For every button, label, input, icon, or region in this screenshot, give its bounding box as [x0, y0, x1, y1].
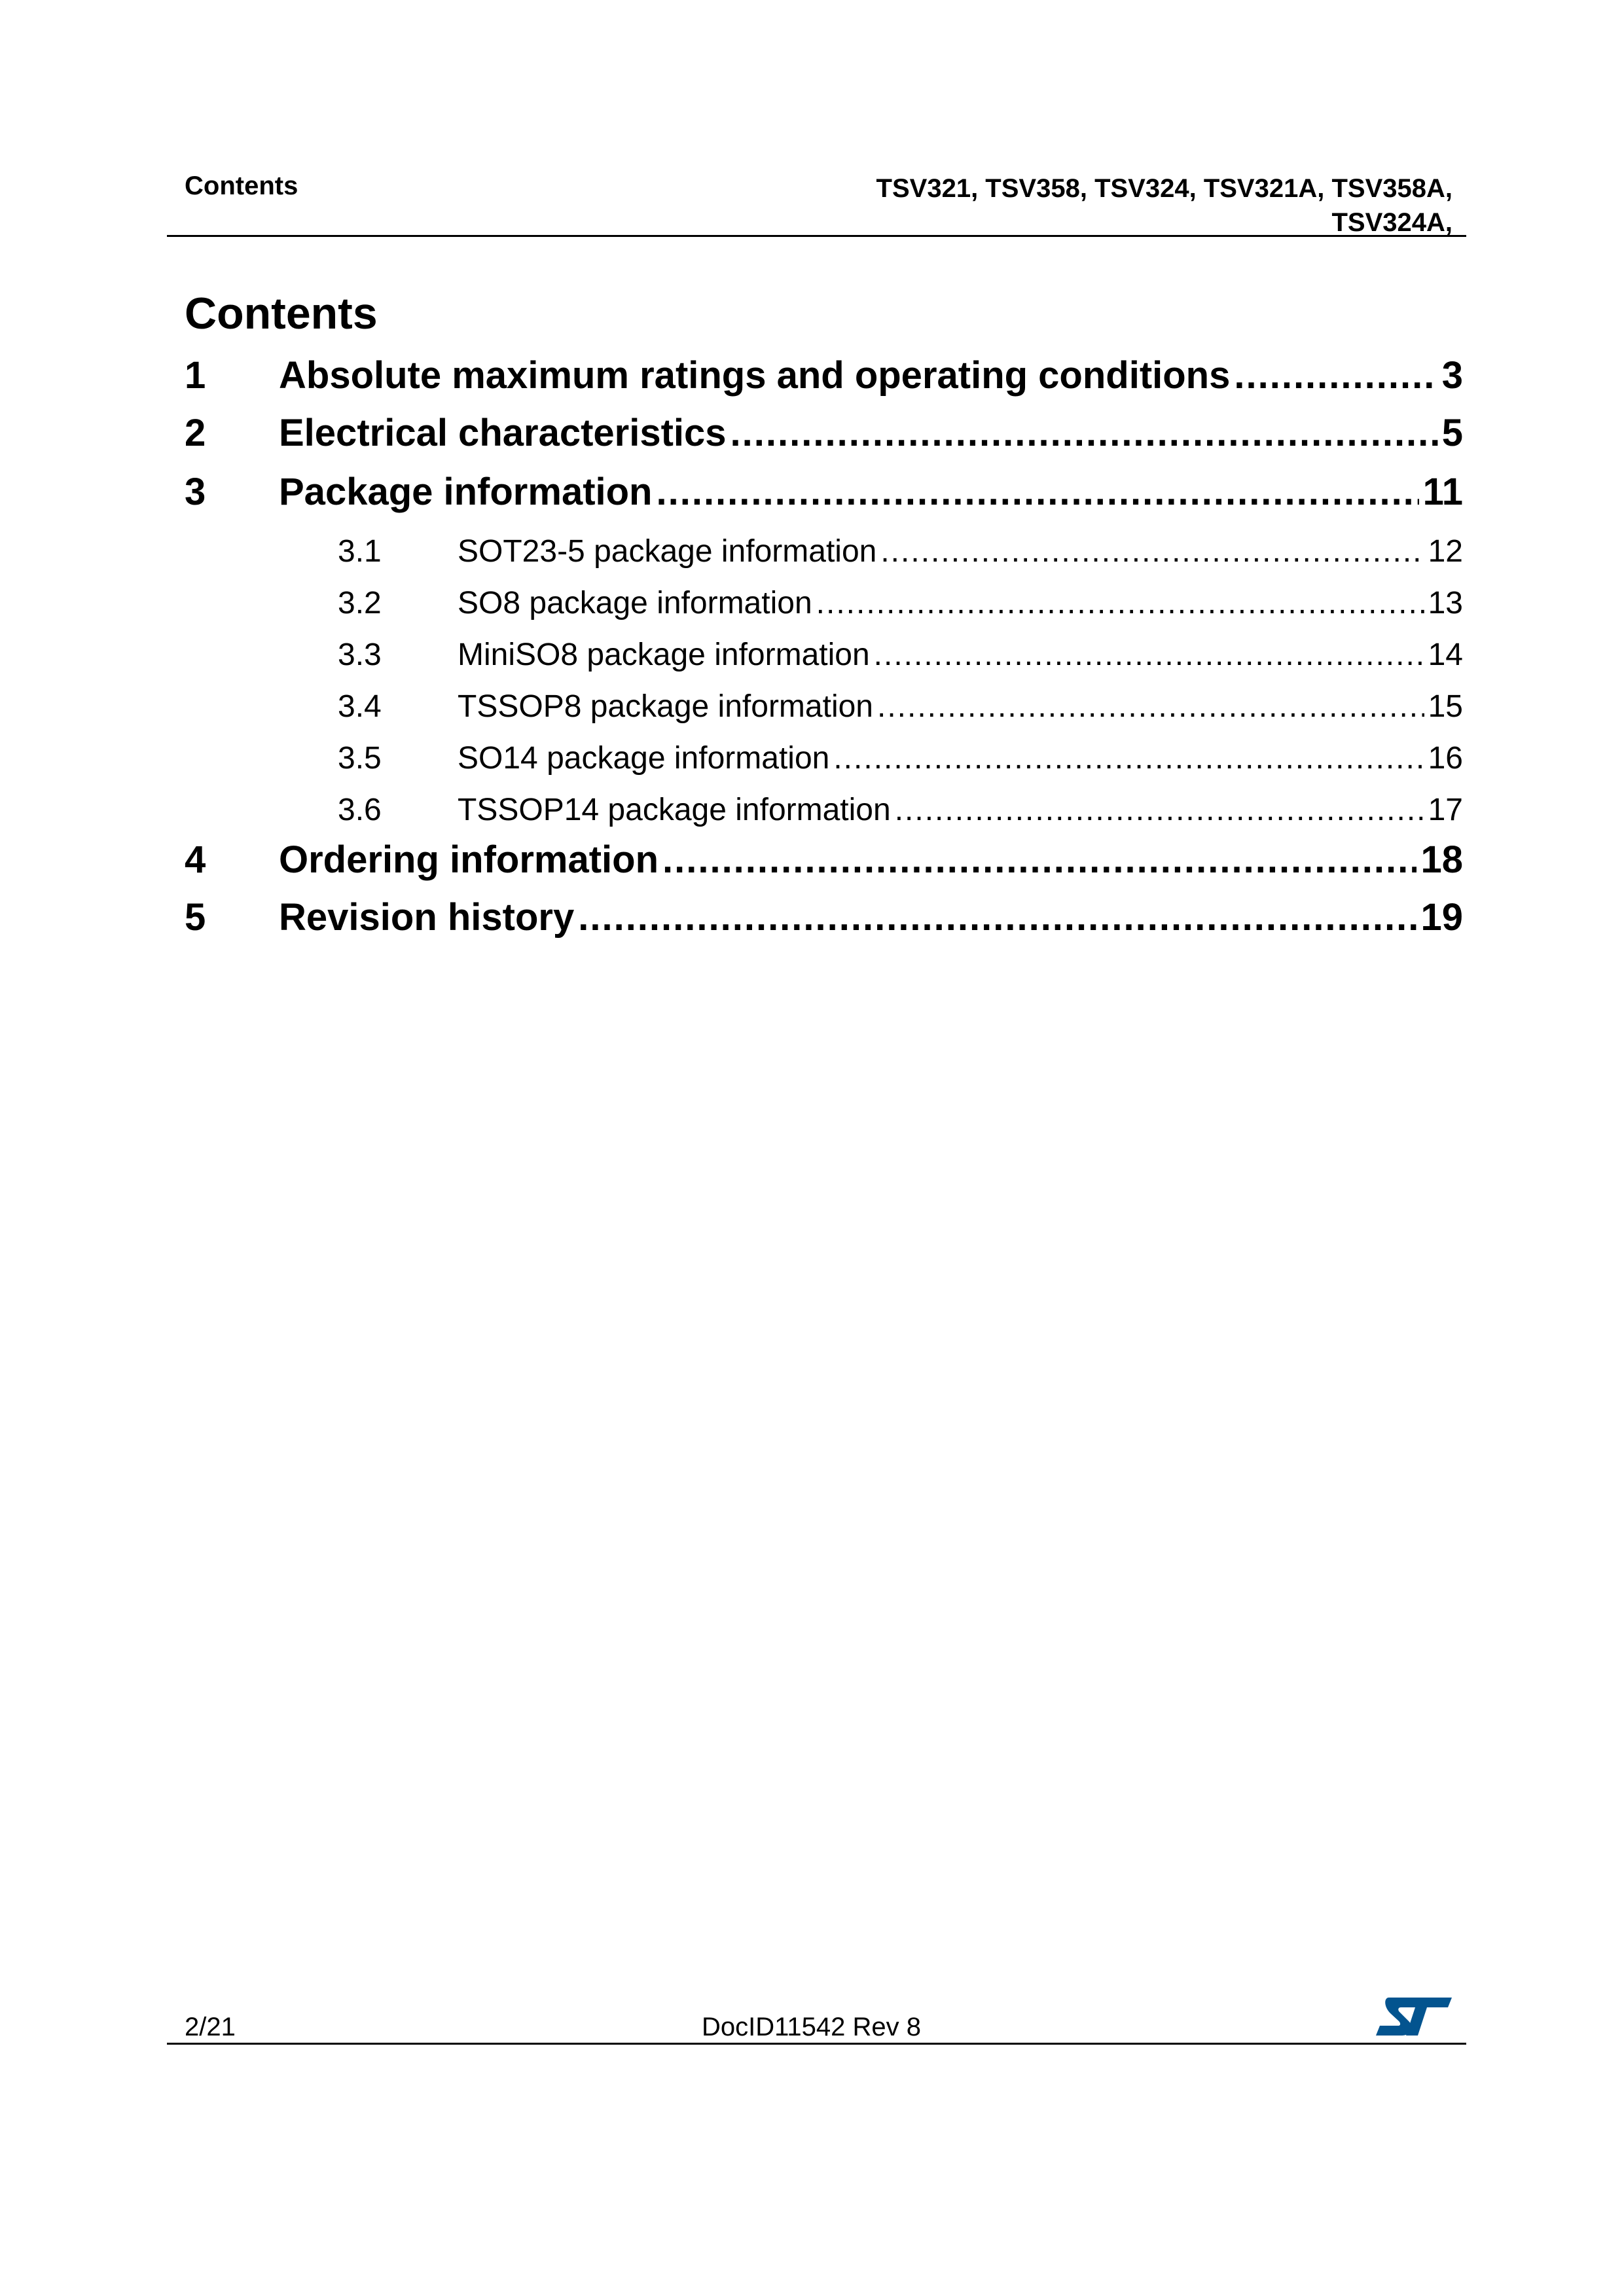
toc-leader	[1234, 353, 1437, 397]
page-title: Contents	[185, 289, 378, 338]
toc-title[interactable]: Revision history	[279, 896, 575, 939]
toc-page[interactable]: 5	[1441, 412, 1463, 454]
toc-leader	[731, 411, 1438, 455]
toc-page[interactable]: 13	[1428, 586, 1463, 620]
toc-leader	[877, 689, 1424, 725]
toc-leader	[656, 470, 1418, 514]
toc-number: 3.1	[338, 534, 382, 569]
toc-number: 3.2	[338, 586, 382, 620]
toc-page[interactable]: 18	[1420, 838, 1463, 881]
toc-entry[interactable]: 2 Electrical characteristics 5	[185, 411, 1463, 455]
toc-number: 2	[185, 412, 206, 454]
toc-page[interactable]: 14	[1428, 637, 1463, 672]
toc-subentry[interactable]: 3.2 SO8 package information 13	[185, 585, 1463, 621]
toc-leader	[833, 740, 1424, 776]
products-line-2: TSV324A,	[1331, 208, 1453, 237]
toc-leader	[895, 792, 1424, 828]
toc-number: 5	[185, 896, 206, 939]
toc-number: 3.5	[338, 741, 382, 776]
toc-title[interactable]: SOT23-5 package information	[458, 534, 877, 569]
toc-subentry[interactable]: 3.1 SOT23-5 package information 12	[185, 533, 1463, 569]
page-header-section: Contents	[185, 171, 298, 200]
toc-entry[interactable]: 5 Revision history 19	[185, 895, 1463, 939]
page-header-products: TSV321, TSV358, TSV324, TSV321A, TSV358A…	[876, 171, 1453, 240]
toc-number: 1	[185, 354, 206, 397]
toc-subentry[interactable]: 3.3 MiniSO8 package information 14	[185, 637, 1463, 673]
toc-number: 4	[185, 838, 206, 881]
toc-subentry[interactable]: 3.6 TSSOP14 package information 17	[185, 792, 1463, 828]
header-rule	[167, 235, 1466, 237]
toc-title[interactable]: SO14 package information	[458, 741, 830, 776]
toc-page[interactable]: 16	[1428, 741, 1463, 776]
toc-title[interactable]: Package information	[279, 471, 653, 513]
toc-entry[interactable]: 3 Package information 11	[185, 470, 1463, 514]
toc-title[interactable]: SO8 package information	[458, 586, 812, 620]
toc-leader	[578, 895, 1416, 939]
toc-title[interactable]: TSSOP8 package information	[458, 689, 873, 724]
toc-number: 3.3	[338, 637, 382, 672]
toc-title[interactable]: Ordering information	[279, 838, 659, 881]
toc-subentry[interactable]: 3.4 TSSOP8 package information 15	[185, 689, 1463, 725]
toc-number: 3.4	[338, 689, 382, 724]
footer-doc-id: DocID11542 Rev 8	[702, 2013, 921, 2041]
toc-leader	[816, 585, 1424, 621]
toc-page[interactable]: 11	[1422, 471, 1463, 513]
toc-leader	[874, 637, 1424, 673]
toc-page[interactable]: 15	[1428, 689, 1463, 724]
toc-subentry[interactable]: 3.5 SO14 package information 16	[185, 740, 1463, 776]
toc-title[interactable]: Electrical characteristics	[279, 412, 727, 454]
toc-entry[interactable]: 4 Ordering information 18	[185, 838, 1463, 882]
products-line-1: TSV321, TSV358, TSV324, TSV321A, TSV358A…	[876, 174, 1453, 203]
toc-page[interactable]: 3	[1441, 354, 1463, 397]
toc-page[interactable]: 17	[1428, 793, 1463, 827]
toc-title[interactable]: TSSOP14 package information	[458, 793, 891, 827]
st-logo-icon	[1376, 1998, 1452, 2036]
toc-entry[interactable]: 1 Absolute maximum ratings and operating …	[185, 353, 1463, 397]
footer-page-number: 2/21	[185, 2013, 236, 2041]
toc-number: 3.6	[338, 793, 382, 827]
toc-title[interactable]: MiniSO8 package information	[458, 637, 870, 672]
toc-page[interactable]: 12	[1428, 534, 1463, 569]
toc-leader	[880, 533, 1424, 569]
toc-number: 3	[185, 471, 206, 513]
toc-page[interactable]: 19	[1420, 896, 1463, 939]
toc-title[interactable]: Absolute maximum ratings and operating c…	[279, 354, 1231, 397]
toc-leader	[662, 838, 1416, 882]
footer-rule	[167, 2043, 1466, 2045]
